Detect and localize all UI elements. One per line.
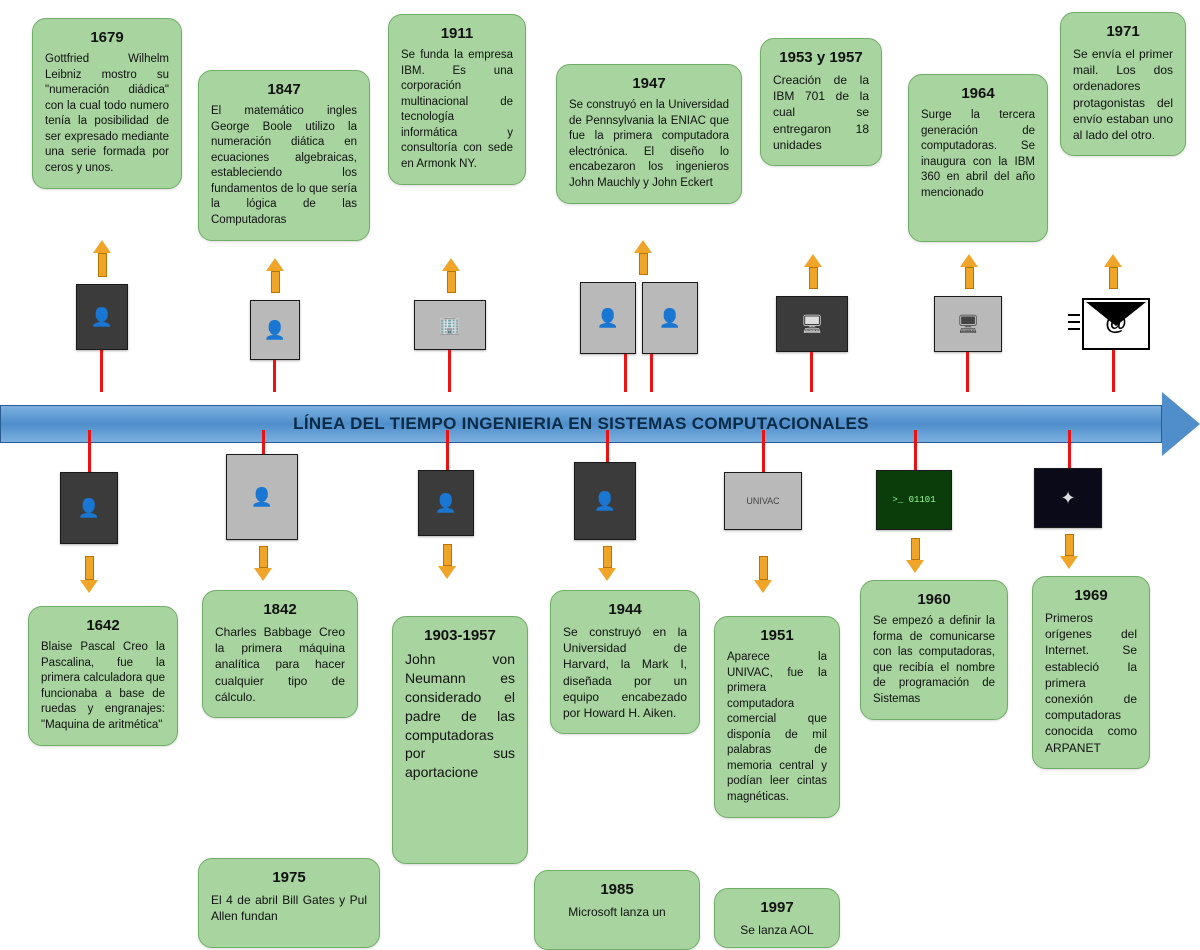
card-1947: 1947 Se construyó en la Universidad de P… [556,64,742,204]
card-year: 1842 [215,601,345,618]
connector [966,352,969,392]
connector [606,430,609,466]
connector [624,354,627,392]
arrow-down-icon [1062,534,1076,569]
connector [810,352,813,392]
card-year: 1903-1957 [405,627,515,644]
connector [914,430,917,470]
connector [1112,350,1115,392]
card-body: Blaise Pascal Creo la Pascalina, fue la … [41,640,165,733]
card-year: 1944 [563,601,687,618]
connector [88,430,91,472]
arrow-down-icon [440,544,454,579]
card-body: Aparece la UNIVAC, fue la primera comput… [727,650,827,805]
card-body: Surge la tercera generación de computado… [921,108,1035,201]
card-year: 1953 y 1957 [773,49,869,66]
connector [100,350,103,392]
timeline-arrow: LÍNEA DEL TIEMPO INGENIERIA EN SISTEMAS … [0,392,1200,456]
arrow-up-icon [962,254,976,289]
arrow-up-icon [806,254,820,289]
arpanet-stars-icon: ✦ [1034,468,1102,528]
card-body: Creación de la IBM 701 de la cual se ent… [773,72,869,153]
card-1975: 1975 El 4 de abril Bill Gates y Pul Alle… [198,858,380,948]
arrow-up-icon [95,240,109,277]
connector [446,430,449,470]
connector [273,360,276,392]
arrow-up-icon [636,240,650,275]
portrait-eckert-icon: 👤 [642,282,698,354]
card-year: 1971 [1073,23,1173,40]
card-body: Se empezó a definir la forma de comunica… [873,614,995,707]
card-year: 1985 [547,881,687,898]
card-1964: 1964 Surge la tercera generación de comp… [908,74,1048,242]
card-1951: 1951 Aparece la UNIVAC, fue la primera c… [714,616,840,818]
card-body: Microsoft lanza un [547,904,687,920]
card-1971: 1971 Se envía el primer mail. Los dos or… [1060,12,1186,156]
timeline-title: LÍNEA DEL TIEMPO INGENIERIA EN SISTEMAS … [293,414,869,434]
card-body: Se construyó en la Universidad de Pennsy… [569,98,729,191]
portrait-boole-icon: 👤 [250,300,300,360]
card-year: 1975 [211,869,367,886]
card-body: Primeros orígenes del Internet. Se estab… [1045,610,1137,756]
card-body: John von Neumann es considerado el padre… [405,650,515,782]
card-year: 1847 [211,81,357,98]
terminal-icon: >_ 01101 [876,470,952,530]
card-year: 1642 [41,617,165,634]
card-year: 1679 [45,29,169,46]
connector [762,430,765,472]
card-body: Gottfried Wilhelm Leibniz mostro su "num… [45,52,169,176]
card-body: Charles Babbage Creo la primera máquina … [215,624,345,705]
machine-ibm701-icon: 🖥 [776,296,848,352]
machine-ibm360-icon: 🖥 [934,296,1002,352]
portrait-babbage-icon: 👤 [226,454,298,540]
card-1960: 1960 Se empezó a definir la forma de com… [860,580,1008,720]
card-body: El matemático ingles George Boole utiliz… [211,104,357,228]
portrait-pascal-icon: 👤 [60,472,118,544]
building-ibm-icon: 🏢 [414,300,486,350]
machine-univac-icon: UNIVAC [724,472,802,530]
card-year: 1960 [873,591,995,608]
card-1997: 1997 Se lanza AOL [714,888,840,948]
arrow-down-icon [82,556,96,593]
card-1944: 1944 Se construyó en la Universidad de H… [550,590,700,734]
card-year: 1947 [569,75,729,92]
connector [448,350,451,392]
card-1985: 1985 Microsoft lanza un [534,870,700,950]
card-year: 1951 [727,627,827,644]
arrow-up-icon [444,258,458,293]
portrait-aiken-icon: 👤 [574,462,636,540]
portrait-leibniz-icon: 👤 [76,284,128,350]
portrait-neumann-icon: 👤 [418,470,474,536]
mail-icon: @ [1082,298,1150,350]
card-1911: 1911 Se funda la empresa IBM. Es una cor… [388,14,526,185]
card-1847: 1847 El matemático ingles George Boole u… [198,70,370,241]
timeline-bar: LÍNEA DEL TIEMPO INGENIERIA EN SISTEMAS … [0,405,1162,443]
connector [650,354,653,392]
card-year: 1911 [401,25,513,42]
arrow-up-icon [1106,254,1120,289]
arrow-down-icon [600,546,614,581]
card-year: 1964 [921,85,1035,102]
arrow-down-icon [756,556,770,593]
card-1679: 1679 Gottfried Wilhelm Leibniz mostro su… [32,18,182,189]
arrow-down-icon [256,546,270,581]
timeline-arrowhead [1162,392,1200,456]
card-body: Se construyó en la Universidad de Harvar… [563,624,687,721]
card-1842: 1842 Charles Babbage Creo la primera máq… [202,590,358,718]
card-1969: 1969 Primeros orígenes del Internet. Se … [1032,576,1150,769]
card-1953-1957: 1953 y 1957 Creación de la IBM 701 de la… [760,38,882,166]
card-1903-1957: 1903-1957 John von Neumann es considerad… [392,616,528,864]
card-body: Se envía el primer mail. Los dos ordenad… [1073,46,1173,143]
card-year: 1997 [727,899,827,916]
portrait-mauchly-icon: 👤 [580,282,636,354]
card-year: 1969 [1045,587,1137,604]
arrow-down-icon [908,538,922,573]
card-1642: 1642 Blaise Pascal Creo la Pascalina, fu… [28,606,178,746]
connector [1068,430,1071,468]
arrow-up-icon [268,258,282,293]
card-body: Se lanza AOL [727,922,827,938]
card-body: El 4 de abril Bill Gates y Pul Allen fun… [211,892,367,924]
card-body: Se funda la empresa IBM. Es una corporac… [401,48,513,172]
